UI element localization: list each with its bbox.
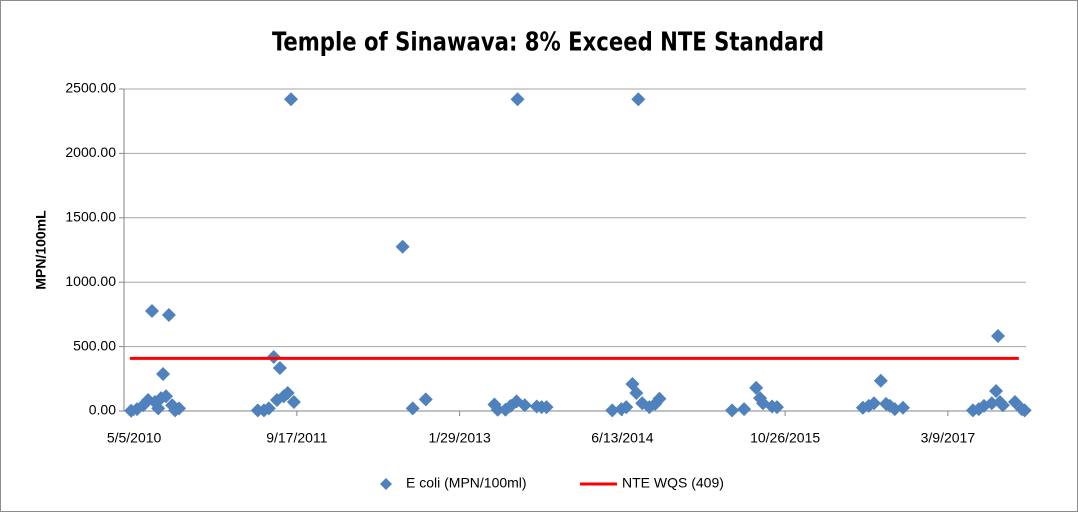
data-point (652, 391, 667, 406)
x-tick-label: 5/5/2010 (107, 430, 162, 446)
data-point (156, 367, 171, 382)
x-tick-label: 10/26/2015 (750, 430, 820, 446)
data-point (995, 398, 1010, 413)
data-point (395, 239, 410, 254)
y-axis-label: MPN/100mL (33, 210, 49, 290)
data-point (539, 400, 554, 415)
data-point (286, 394, 301, 409)
legend-swatch (380, 478, 392, 490)
data-point (895, 400, 910, 415)
data-point (631, 92, 646, 107)
data-point (749, 380, 764, 395)
data-point (866, 396, 881, 411)
data-point (629, 385, 644, 400)
data-point (619, 400, 634, 415)
data-point (161, 308, 176, 323)
y-tick-label: 0.00 (89, 402, 116, 418)
data-point (283, 92, 298, 107)
data-point (405, 401, 420, 416)
data-point (510, 92, 525, 107)
data-point (737, 402, 752, 417)
data-point (605, 403, 620, 418)
y-tick-label: 2500.00 (65, 80, 116, 96)
data-point (517, 398, 532, 413)
data-point (1017, 403, 1032, 418)
x-tick-label: 3/9/2017 (921, 430, 976, 446)
chart-title: Temple of Sinawava: 8% Exceed NTE Standa… (272, 28, 824, 58)
y-tick-label: 1500.00 (65, 209, 116, 225)
data-point (261, 401, 276, 416)
data-point (989, 384, 1004, 399)
data-point (725, 403, 740, 418)
data-point (280, 385, 295, 400)
data-point (490, 402, 505, 417)
data-point (418, 392, 433, 407)
data-point (272, 360, 287, 375)
data-point (158, 389, 173, 404)
data-point (769, 400, 784, 415)
x-tick-label: 1/29/2013 (428, 430, 490, 446)
legend-label: NTE WQS (409) (622, 475, 724, 491)
data-point (873, 373, 888, 388)
y-tick-label: 1000.00 (65, 273, 116, 289)
legend-label: E coli (MPN/100ml) (406, 475, 527, 491)
x-tick-label: 9/17/2011 (266, 430, 327, 446)
data-point (144, 304, 159, 319)
y-tick-label: 500.00 (73, 337, 116, 353)
data-point (151, 401, 166, 416)
data-point (172, 401, 187, 416)
y-tick-label: 2000.00 (65, 144, 116, 160)
data-point (991, 329, 1006, 344)
x-tick-label: 6/13/2014 (591, 430, 653, 446)
